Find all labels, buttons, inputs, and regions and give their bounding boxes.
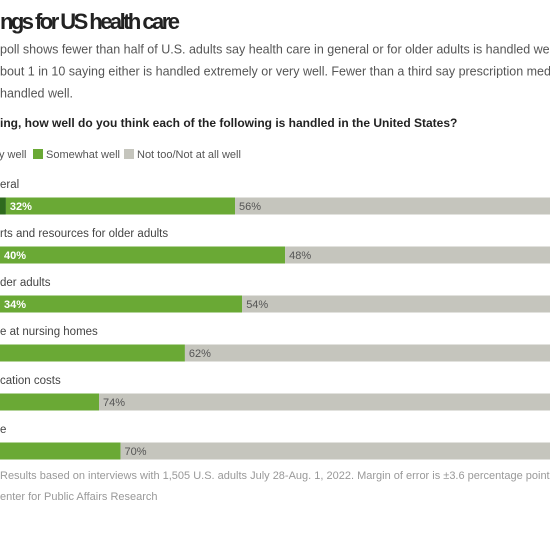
bar-segment (235, 197, 550, 215)
chart-title: ngs for US health care (0, 9, 180, 34)
category-label: der adults (0, 277, 51, 289)
value-label: 70% (124, 446, 146, 458)
bar-segment (120, 442, 550, 460)
bar-segment (0, 197, 6, 215)
legend-swatch (33, 149, 43, 159)
category-label: rts and resources for older adults (0, 228, 168, 240)
bar-segment (242, 295, 550, 313)
category-label: e (0, 424, 6, 436)
question: ing, how well do you think each of the f… (0, 116, 457, 130)
value-label: 56% (239, 201, 261, 213)
source: enter for Public Affairs Research (0, 491, 158, 503)
bar-segment (285, 246, 550, 264)
bar-segment (0, 393, 99, 411)
bar-segment (5, 197, 236, 215)
bar-segment (0, 344, 185, 362)
bar-segment (184, 344, 550, 362)
value-label: 54% (246, 299, 268, 311)
note: Results based on interviews with 1,505 U… (0, 470, 550, 482)
bar-segment (99, 393, 550, 411)
bar-segment (0, 295, 243, 313)
category-label: e at nursing homes (0, 326, 98, 338)
subtitle: bout 1 in 10 saying either is handled ex… (0, 64, 550, 78)
legend-swatch (124, 149, 134, 159)
value-label: 48% (289, 250, 311, 262)
legend-label: Somewhat well (46, 149, 120, 161)
value-label: 34% (4, 299, 26, 311)
subtitle: handled well. (0, 86, 73, 100)
legend-label: Not too/Not at all well (137, 149, 241, 161)
category-label: cation costs (0, 375, 61, 387)
value-label: 32% (10, 201, 32, 213)
bar-segment (0, 442, 121, 460)
legend-label: y well (0, 149, 27, 161)
subtitle: poll shows fewer than half of U.S. adult… (0, 42, 550, 56)
category-label: eral (0, 179, 19, 191)
value-label: 62% (189, 348, 211, 360)
bar-segment (0, 246, 286, 264)
value-label: 40% (4, 250, 26, 262)
value-label: 74% (103, 397, 125, 409)
